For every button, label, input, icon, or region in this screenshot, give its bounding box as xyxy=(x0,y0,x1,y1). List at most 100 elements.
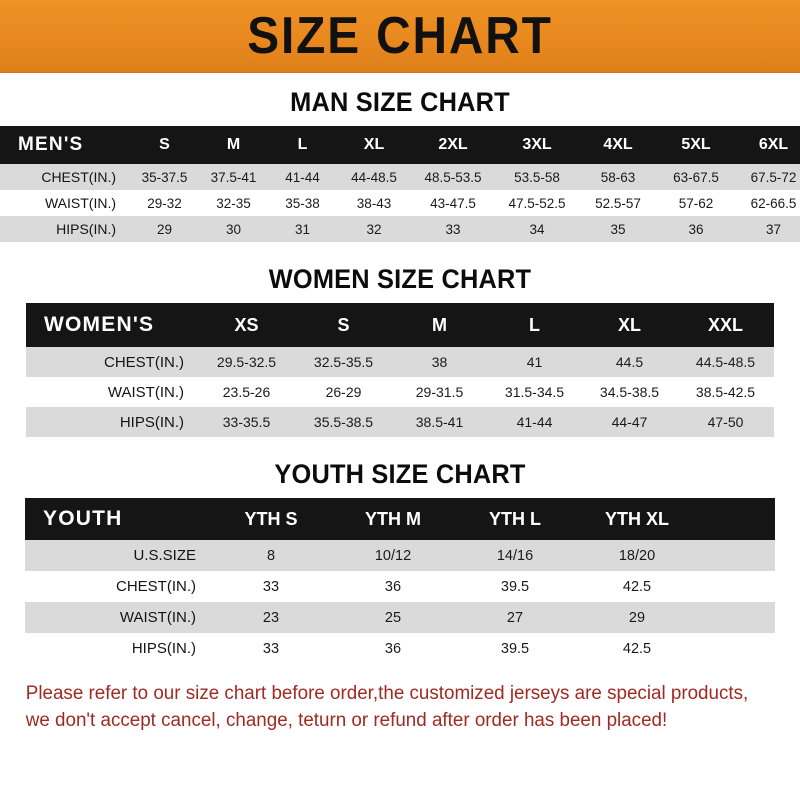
men-chest-3xl: 53.5-58 xyxy=(495,164,579,190)
youth-col-s: YTH S xyxy=(210,498,332,540)
youth-hips-m: 36 xyxy=(332,633,454,664)
youth-hips-s: 33 xyxy=(210,633,332,664)
men-chest-m: 37.5-41 xyxy=(199,164,268,190)
youth-ussize-label: U.S.SIZE xyxy=(25,540,210,571)
table-row: WAIST(IN.) 23.5-26 26-29 29-31.5 31.5-34… xyxy=(26,377,774,407)
men-waist-l: 35-38 xyxy=(268,190,337,216)
men-hips-2xl: 33 xyxy=(411,216,495,242)
table-row: WAIST(IN.) 23 25 27 29 xyxy=(25,602,775,633)
men-chest-5xl: 63-67.5 xyxy=(657,164,735,190)
youth-waist-empty xyxy=(698,602,775,633)
men-waist-4xl: 52.5-57 xyxy=(579,190,657,216)
men-chest-s: 35-37.5 xyxy=(130,164,199,190)
women-waist-xl: 34.5-38.5 xyxy=(582,377,677,407)
table-row: CHEST(IN.) 35-37.5 37.5-41 41-44 44-48.5… xyxy=(0,164,800,190)
men-waist-label: WAIST(IN.) xyxy=(0,190,130,216)
men-waist-xl: 38-43 xyxy=(337,190,411,216)
men-col-l: L xyxy=(268,126,337,164)
men-hips-4xl: 35 xyxy=(579,216,657,242)
youth-waist-m: 25 xyxy=(332,602,454,633)
footer-disclaimer-line-2: we don't accept cancel, change, teturn o… xyxy=(25,710,668,731)
youth-chest-s: 33 xyxy=(210,571,332,602)
man-section-title: MAN SIZE CHART xyxy=(290,87,510,117)
men-waist-s: 29-32 xyxy=(130,190,199,216)
table-row: HIPS(IN.) 29 30 31 32 33 34 35 36 37 xyxy=(0,216,800,242)
women-col-m: M xyxy=(392,303,487,347)
men-row-header-label: MEN'S xyxy=(0,126,130,164)
women-chest-label: CHEST(IN.) xyxy=(26,347,198,377)
women-chest-xxl: 44.5-48.5 xyxy=(677,347,774,377)
women-col-xs: XS xyxy=(198,303,295,347)
men-hips-3xl: 34 xyxy=(495,216,579,242)
table-row: HIPS(IN.) 33 36 39.5 42.5 xyxy=(25,633,775,664)
women-waist-label: WAIST(IN.) xyxy=(26,377,198,407)
table-row: CHEST(IN.) 29.5-32.5 32.5-35.5 38 41 44.… xyxy=(26,347,774,377)
men-chest-l: 41-44 xyxy=(268,164,337,190)
youth-size-table: YOUTH YTH S YTH M YTH L YTH XL U.S.SIZE … xyxy=(25,498,775,664)
men-col-3xl: 3XL xyxy=(495,126,579,164)
women-header-row: WOMEN'S XS S M L XL XXL xyxy=(26,303,774,347)
footer-disclaimer-line-1: Please refer to our size chart before or… xyxy=(25,683,749,704)
women-hips-l: 41-44 xyxy=(487,407,582,437)
youth-col-empty xyxy=(698,498,775,540)
men-col-m: M xyxy=(199,126,268,164)
youth-hips-xl: 42.5 xyxy=(576,633,698,664)
table-row: CHEST(IN.) 33 36 39.5 42.5 xyxy=(25,571,775,602)
men-col-4xl: 4XL xyxy=(579,126,657,164)
women-chest-xl: 44.5 xyxy=(582,347,677,377)
youth-chest-m: 36 xyxy=(332,571,454,602)
men-hips-m: 30 xyxy=(199,216,268,242)
men-col-6xl: 6XL xyxy=(735,126,800,164)
men-hips-s: 29 xyxy=(130,216,199,242)
youth-hips-empty xyxy=(698,633,775,664)
women-chest-s: 32.5-35.5 xyxy=(295,347,392,377)
youth-header-row: YOUTH YTH S YTH M YTH L YTH XL xyxy=(25,498,775,540)
men-hips-label: HIPS(IN.) xyxy=(0,216,130,242)
men-hips-l: 31 xyxy=(268,216,337,242)
women-col-xl: XL xyxy=(582,303,677,347)
women-hips-xs: 33-35.5 xyxy=(198,407,295,437)
men-col-s: S xyxy=(130,126,199,164)
men-header-row: MEN'S S M L XL 2XL 3XL 4XL 5XL 6XL xyxy=(0,126,800,164)
youth-chest-empty xyxy=(698,571,775,602)
youth-ussize-s: 8 xyxy=(210,540,332,571)
table-row: HIPS(IN.) 33-35.5 35.5-38.5 38.5-41 41-4… xyxy=(26,407,774,437)
youth-waist-l: 27 xyxy=(454,602,576,633)
women-size-table: WOMEN'S XS S M L XL XXL CHEST(IN.) 29.5-… xyxy=(26,303,774,437)
women-waist-xxl: 38.5-42.5 xyxy=(677,377,774,407)
youth-col-xl: YTH XL xyxy=(576,498,698,540)
men-waist-6xl: 62-66.5 xyxy=(735,190,800,216)
women-row-header-label: WOMEN'S xyxy=(26,303,198,347)
youth-chest-l: 39.5 xyxy=(454,571,576,602)
men-chest-label: CHEST(IN.) xyxy=(0,164,130,190)
youth-col-l: YTH L xyxy=(454,498,576,540)
men-waist-3xl: 47.5-52.5 xyxy=(495,190,579,216)
women-col-xxl: XXL xyxy=(677,303,774,347)
women-hips-xl: 44-47 xyxy=(582,407,677,437)
youth-row-header-label: YOUTH xyxy=(25,498,210,540)
women-waist-m: 29-31.5 xyxy=(392,377,487,407)
women-hips-s: 35.5-38.5 xyxy=(295,407,392,437)
youth-waist-label: WAIST(IN.) xyxy=(25,602,210,633)
youth-waist-xl: 29 xyxy=(576,602,698,633)
men-waist-2xl: 43-47.5 xyxy=(411,190,495,216)
youth-hips-label: HIPS(IN.) xyxy=(25,633,210,664)
men-col-xl: XL xyxy=(337,126,411,164)
men-chest-4xl: 58-63 xyxy=(579,164,657,190)
women-col-l: L xyxy=(487,303,582,347)
youth-ussize-empty xyxy=(698,540,775,571)
youth-waist-s: 23 xyxy=(210,602,332,633)
women-waist-s: 26-29 xyxy=(295,377,392,407)
women-col-s: S xyxy=(295,303,392,347)
men-col-2xl: 2XL xyxy=(411,126,495,164)
men-hips-5xl: 36 xyxy=(657,216,735,242)
youth-ussize-l: 14/16 xyxy=(454,540,576,571)
men-size-table: MEN'S S M L XL 2XL 3XL 4XL 5XL 6XL CHEST… xyxy=(0,126,800,242)
men-waist-m: 32-35 xyxy=(199,190,268,216)
men-chest-2xl: 48.5-53.5 xyxy=(411,164,495,190)
youth-col-m: YTH M xyxy=(332,498,454,540)
youth-hips-l: 39.5 xyxy=(454,633,576,664)
men-hips-xl: 32 xyxy=(337,216,411,242)
men-chest-xl: 44-48.5 xyxy=(337,164,411,190)
